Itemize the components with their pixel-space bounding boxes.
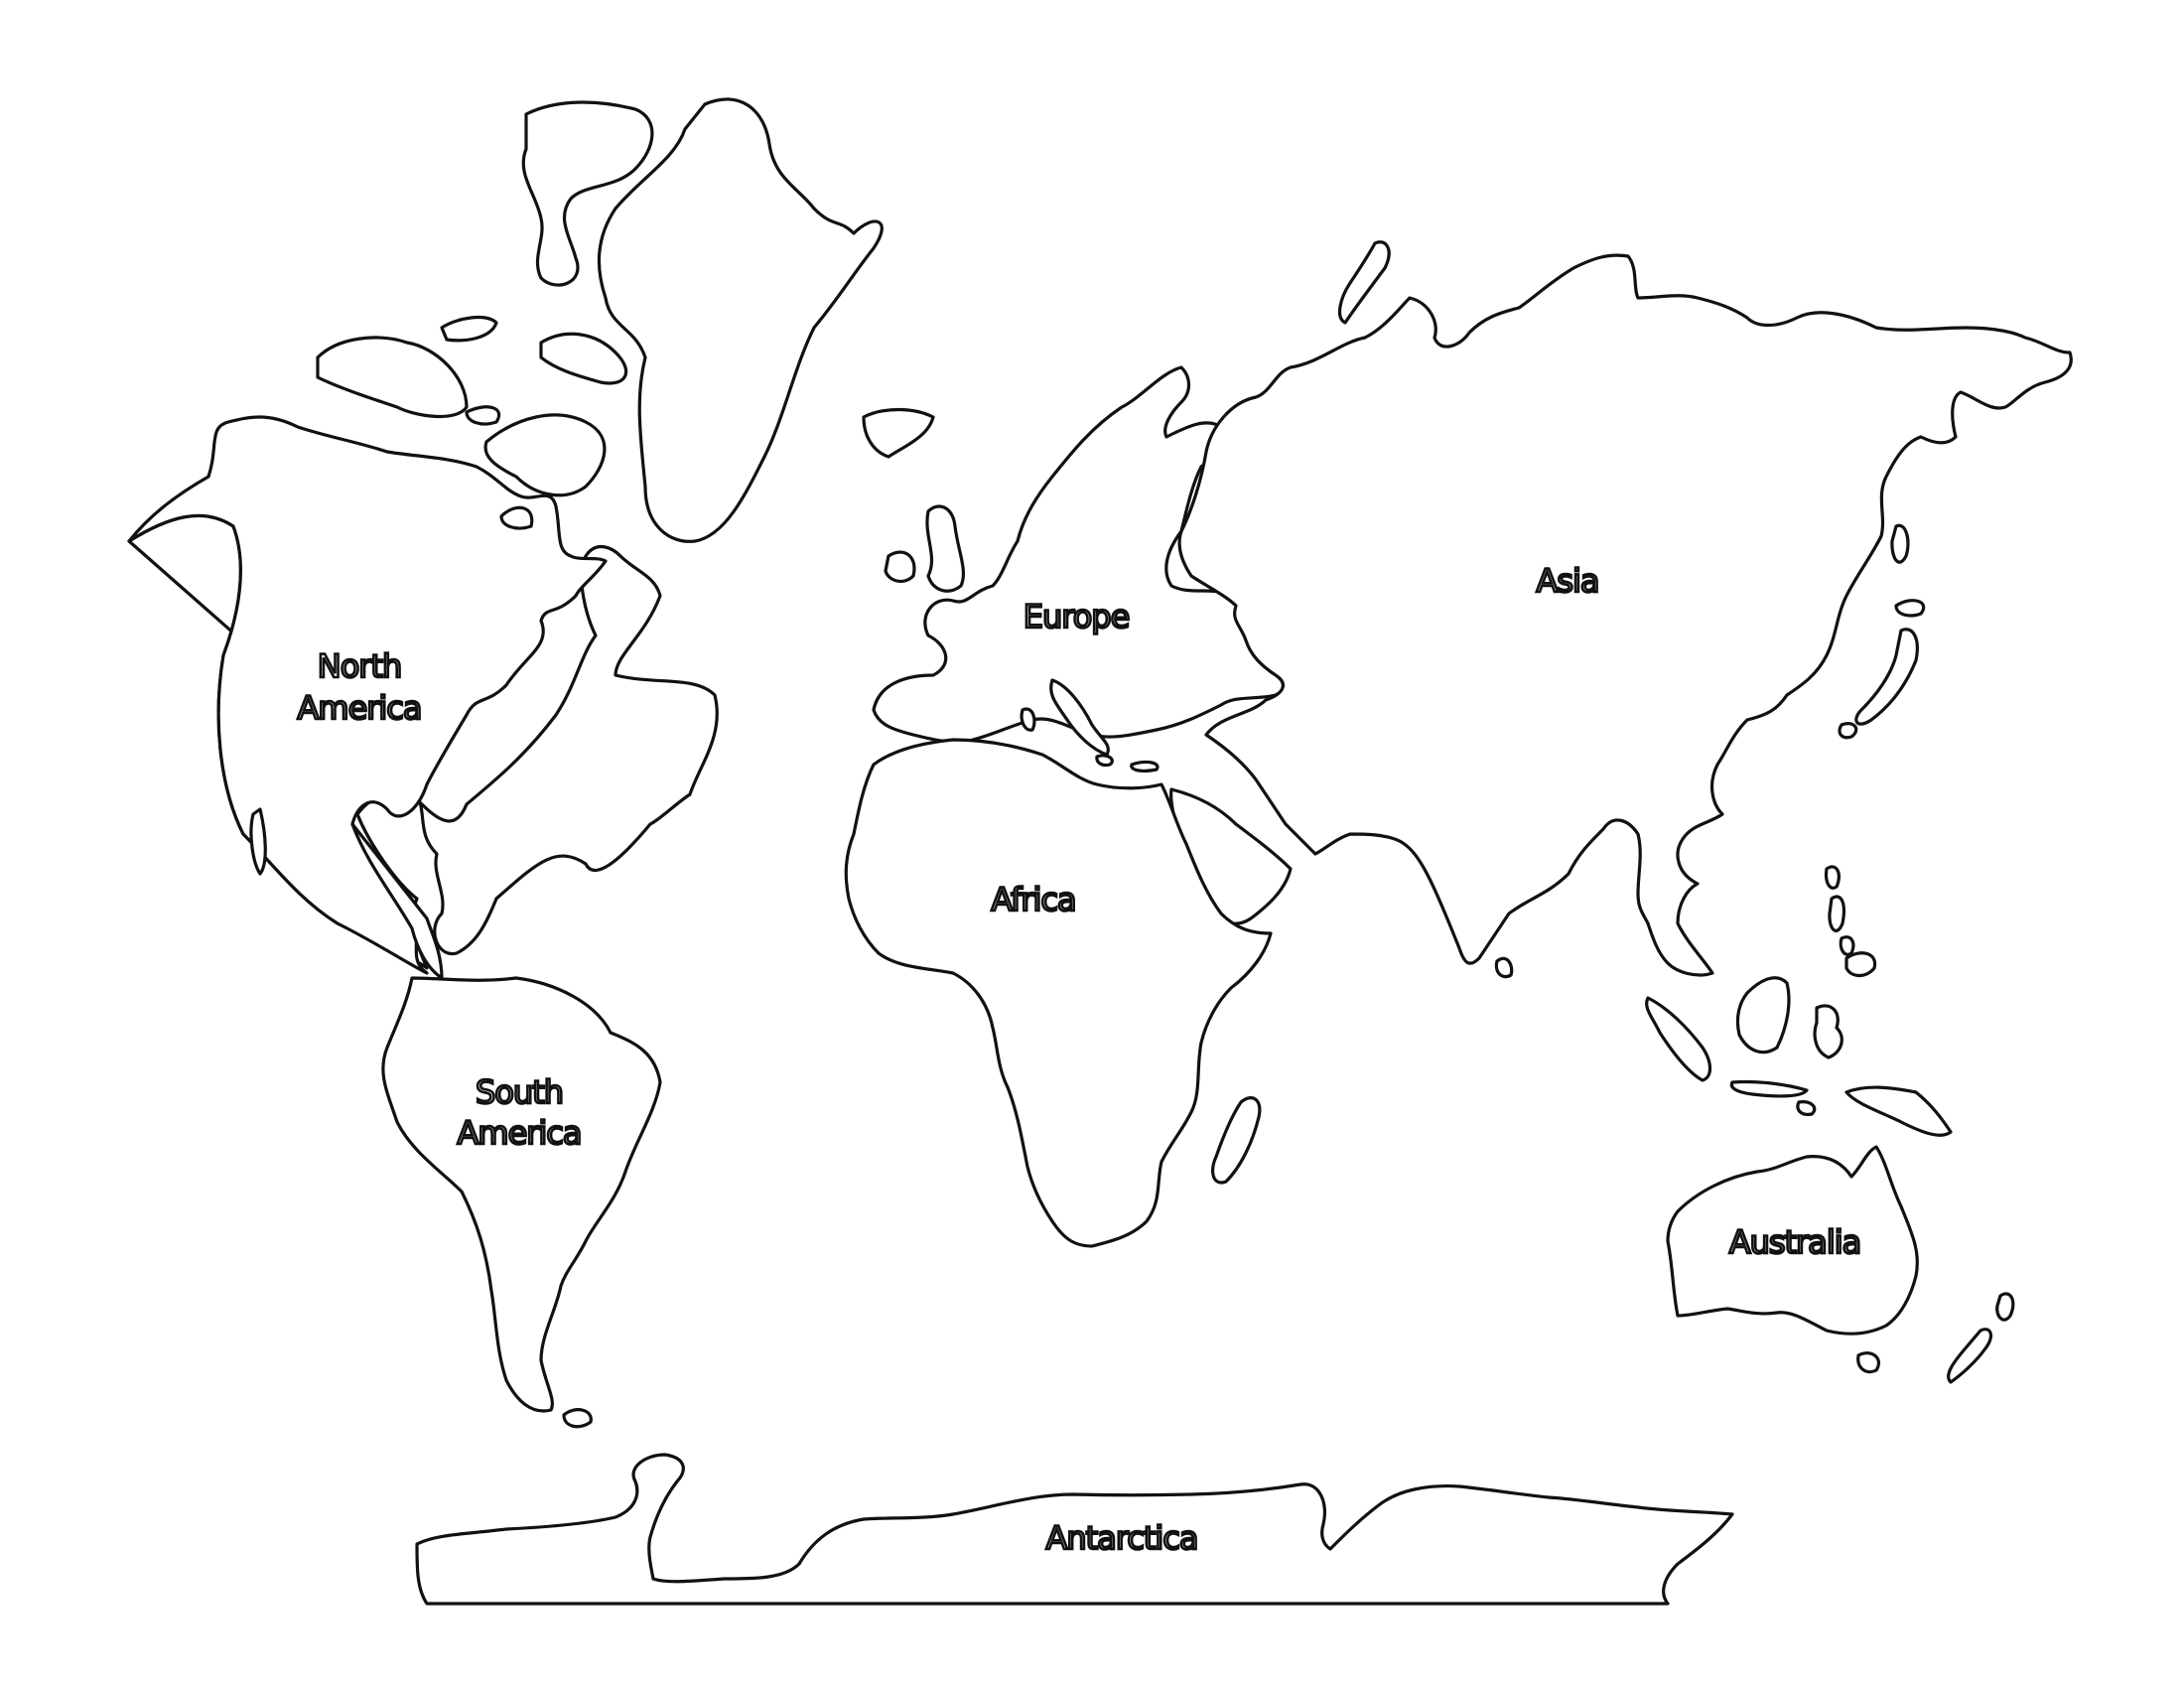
philippines-island-2 bbox=[1839, 935, 1855, 956]
greenland-shape bbox=[597, 97, 884, 543]
philippines-island-3 bbox=[1844, 951, 1877, 978]
new-guinea-island bbox=[1844, 1085, 1953, 1137]
north-america-body bbox=[127, 415, 608, 975]
label-south-america-line2: America bbox=[458, 1114, 582, 1152]
sicily-island bbox=[1095, 754, 1114, 768]
ireland-island bbox=[884, 550, 916, 584]
uk-island bbox=[925, 504, 966, 593]
java-island bbox=[1729, 1079, 1809, 1098]
new-zealand-north bbox=[1995, 1292, 2015, 1322]
australia-shape bbox=[1666, 1145, 1919, 1336]
arctic-island-2 bbox=[440, 315, 498, 343]
japan-honshu bbox=[1854, 628, 1919, 726]
label-antarctica: Antarctica bbox=[1045, 1519, 1197, 1557]
japan-kyushu bbox=[1838, 722, 1858, 740]
crete-island bbox=[1130, 760, 1160, 773]
tasmania-island bbox=[1856, 1351, 1880, 1374]
label-north-america-line1: North bbox=[318, 647, 402, 685]
arctic-island-1 bbox=[316, 336, 469, 419]
arctic-island-3 bbox=[521, 100, 654, 287]
arctic-island-6 bbox=[483, 413, 607, 497]
japan-hokkaido bbox=[1894, 599, 1926, 618]
taiwan-island bbox=[1824, 865, 1841, 890]
africa-shape bbox=[844, 738, 1273, 1248]
sri-lanka-island bbox=[1494, 956, 1514, 979]
timor-island bbox=[1796, 1100, 1817, 1116]
novaya-zemlya bbox=[1337, 240, 1391, 325]
asia-shape bbox=[1177, 253, 2073, 977]
europe-shape bbox=[872, 365, 1332, 744]
central-america-shape bbox=[350, 822, 444, 980]
arctic-island-5 bbox=[465, 405, 501, 426]
label-australia: Australia bbox=[1729, 1223, 1861, 1261]
philippines-island-1 bbox=[1828, 895, 1845, 932]
label-north-america-line2: America bbox=[298, 689, 422, 727]
sardinia-island bbox=[1020, 707, 1036, 732]
alaska-peninsula bbox=[249, 807, 267, 876]
sumatra-island bbox=[1645, 996, 1712, 1082]
sulawesi-island bbox=[1813, 1004, 1843, 1059]
arctic-island-7 bbox=[499, 505, 534, 530]
sakhalin-island bbox=[1890, 523, 1910, 564]
arctic-island-4 bbox=[539, 332, 628, 385]
label-africa: Africa bbox=[991, 881, 1075, 918]
madagascar-island bbox=[1211, 1096, 1262, 1185]
antarctica-shape bbox=[415, 1453, 1734, 1606]
south-america-shape bbox=[381, 976, 662, 1413]
label-europe: Europe bbox=[1024, 598, 1130, 635]
falkland-islands bbox=[562, 1408, 593, 1429]
label-south-america-line1: South bbox=[476, 1073, 563, 1111]
new-zealand-south bbox=[1947, 1328, 1993, 1384]
label-asia: Asia bbox=[1536, 562, 1598, 600]
iceland-shape bbox=[862, 407, 935, 459]
borneo-island bbox=[1735, 976, 1791, 1055]
